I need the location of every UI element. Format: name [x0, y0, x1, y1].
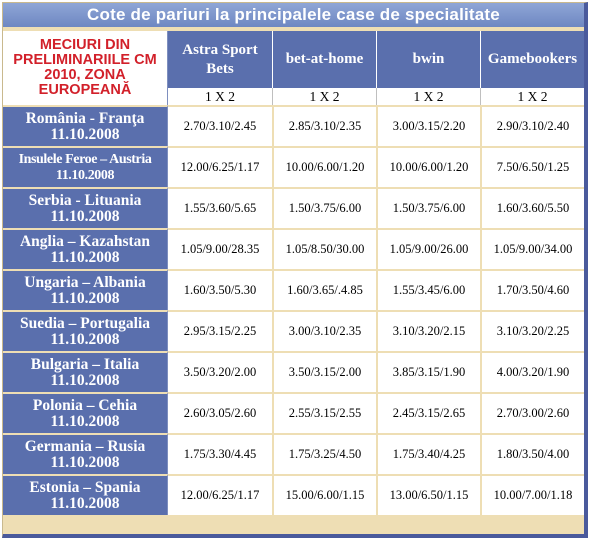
odds-subheader: 1 X 2 [168, 88, 272, 105]
match-date: 11.10.2008 [50, 330, 120, 348]
odds-subheader: 1 X 2 [376, 88, 480, 105]
subheader-row: 1 X 2 1 X 2 1 X 2 1 X 2 [3, 88, 584, 105]
match-cell: Germania – Rusia 11.10.2008 [3, 433, 168, 474]
match-cell: Bulgaria – Italia 11.10.2008 [3, 351, 168, 392]
panel-title: Cote de pariuri la principalele case de … [3, 3, 584, 27]
odds-cell: 10.00/7.00/1.18 [480, 474, 584, 515]
table-row: Suedia – Portugalia 11.10.2008 2.95/3.15/… [3, 310, 584, 351]
match-cell: Polonia – Cehia 11.10.2008 [3, 392, 168, 433]
odds-cell: 2.70/3.00/2.60 [480, 392, 584, 433]
odds-cell: 1.55/3.60/5.65 [168, 187, 272, 228]
match-name: Suedia – Portugalia [19, 314, 151, 332]
match-date: 11.10.2008 [50, 207, 120, 225]
match-date: 11.10.2008 [50, 494, 120, 512]
match-cell: România - Franţa 11.10.2008 [3, 105, 168, 146]
match-date: 11.10.2008 [50, 453, 120, 471]
match-cell: Ungaria – Albania 11.10.2008 [3, 269, 168, 310]
odds-subheader: 1 X 2 [480, 88, 584, 105]
odds-cell: 1.75/3.25/4.50 [272, 433, 376, 474]
odds-cell: 1.05/9.00/34.00 [480, 228, 584, 269]
match-name: Estonia – Spania [29, 478, 141, 496]
odds-cell: 2.45/3.15/2.65 [376, 392, 480, 433]
header-row: MECIURI DIN PRELIMINARIILE CM 2010, ZONA… [3, 31, 584, 105]
odds-cell: 3.10/3.20/2.25 [480, 310, 584, 351]
table-row: Polonia – Cehia 11.10.2008 2.60/3.05/2.60… [3, 392, 584, 433]
match-cell: Serbia - Lituania 11.10.2008 [3, 187, 168, 228]
odds-subheader: 1 X 2 [272, 88, 376, 105]
bookmaker-header: Astra Sport Bets [168, 31, 272, 88]
odds-cell: 1.55/3.45/6.00 [376, 269, 480, 310]
odds-cell: 3.10/3.20/2.15 [376, 310, 480, 351]
odds-cell: 7.50/6.50/1.25 [480, 146, 584, 187]
odds-cell: 1.05/9.00/26.00 [376, 228, 480, 269]
match-cell: Anglia – Kazahstan 11.10.2008 [3, 228, 168, 269]
odds-cell: 1.80/3.50/4.00 [480, 433, 584, 474]
odds-cell: 1.50/3.75/6.00 [376, 187, 480, 228]
match-cell: Insulele Feroe – Austria 11.10.2008 [3, 146, 168, 187]
table-row: Serbia - Lituania 11.10.2008 1.55/3.60/5.… [3, 187, 584, 228]
match-name: Germania – Rusia [24, 437, 146, 455]
match-date: 11.10.2008 [50, 371, 120, 389]
match-name: Insulele Feroe – Austria [18, 151, 152, 167]
odds-cell: 4.00/3.20/1.90 [480, 351, 584, 392]
odds-table: MECIURI DIN PRELIMINARIILE CM 2010, ZONA… [3, 31, 584, 515]
odds-cell: 2.55/3.15/2.55 [272, 392, 376, 433]
table-row: Ungaria – Albania 11.10.2008 1.60/3.50/5.… [3, 269, 584, 310]
table-row: Anglia – Kazahstan 11.10.2008 1.05/9.00/2… [3, 228, 584, 269]
odds-cell: 12.00/6.25/1.17 [168, 146, 272, 187]
odds-cell: 2.85/3.10/2.35 [272, 105, 376, 146]
bookmaker-header: bet-at-home [272, 31, 376, 88]
matches-column-header: MECIURI DIN PRELIMINARIILE CM 2010, ZONA… [3, 31, 168, 105]
match-cell: Estonia – Spania 11.10.2008 [3, 474, 168, 515]
match-name: Ungaria – Albania [24, 273, 146, 291]
odds-cell: 1.70/3.50/4.60 [480, 269, 584, 310]
match-name: Polonia – Cehia [32, 396, 138, 414]
match-date: 11.10.2008 [55, 167, 115, 183]
odds-cell: 1.05/9.00/28.35 [168, 228, 272, 269]
bookmaker-header: bwin [376, 31, 480, 88]
odds-cell: 2.95/3.15/2.25 [168, 310, 272, 351]
odds-cell: 3.50/3.15/2.00 [272, 351, 376, 392]
match-cell: Suedia – Portugalia 11.10.2008 [3, 310, 168, 351]
odds-cell: 3.00/3.15/2.20 [376, 105, 480, 146]
bookmaker-header: Gamebookers [480, 31, 584, 88]
odds-cell: 2.70/3.10/2.45 [168, 105, 272, 146]
table-row: Estonia – Spania 11.10.2008 12.00/6.25/1.… [3, 474, 584, 515]
odds-cell: 3.85/3.15/1.90 [376, 351, 480, 392]
table-row: Bulgaria – Italia 11.10.2008 3.50/3.20/2.… [3, 351, 584, 392]
match-date: 11.10.2008 [50, 125, 120, 143]
odds-cell: 1.60/3.60/5.50 [480, 187, 584, 228]
odds-cell: 10.00/6.00/1.20 [376, 146, 480, 187]
match-date: 11.10.2008 [50, 412, 120, 430]
odds-cell: 1.75/3.40/4.25 [376, 433, 480, 474]
odds-cell: 2.60/3.05/2.60 [168, 392, 272, 433]
match-date: 11.10.2008 [50, 289, 120, 307]
table-row: Germania – Rusia 11.10.2008 1.75/3.30/4.4… [3, 433, 584, 474]
odds-cell: 10.00/6.00/1.20 [272, 146, 376, 187]
match-name: Anglia – Kazahstan [19, 232, 151, 250]
odds-cell: 1.60/3.65/.4.85 [272, 269, 376, 310]
odds-cell: 1.60/3.50/5.30 [168, 269, 272, 310]
match-date: 11.10.2008 [50, 248, 120, 266]
odds-cell: 3.00/3.10/2.35 [272, 310, 376, 351]
table-row: România - Franţa 11.10.2008 2.70/3.10/2.4… [3, 105, 584, 146]
odds-cell: 1.75/3.30/4.45 [168, 433, 272, 474]
odds-cell: 12.00/6.25/1.17 [168, 474, 272, 515]
odds-cell: 3.50/3.20/2.00 [168, 351, 272, 392]
odds-cell: 15.00/6.00/1.15 [272, 474, 376, 515]
odds-cell: 13.00/6.50/1.15 [376, 474, 480, 515]
table-row: Insulele Feroe – Austria 11.10.2008 12.00… [3, 146, 584, 187]
odds-cell: 2.90/3.10/2.40 [480, 105, 584, 146]
match-name: Bulgaria – Italia [30, 355, 140, 373]
odds-cell: 1.05/8.50/30.00 [272, 228, 376, 269]
match-name: România - Franţa [25, 109, 145, 127]
match-name: Serbia - Lituania [28, 191, 142, 209]
odds-cell: 1.50/3.75/6.00 [272, 187, 376, 228]
